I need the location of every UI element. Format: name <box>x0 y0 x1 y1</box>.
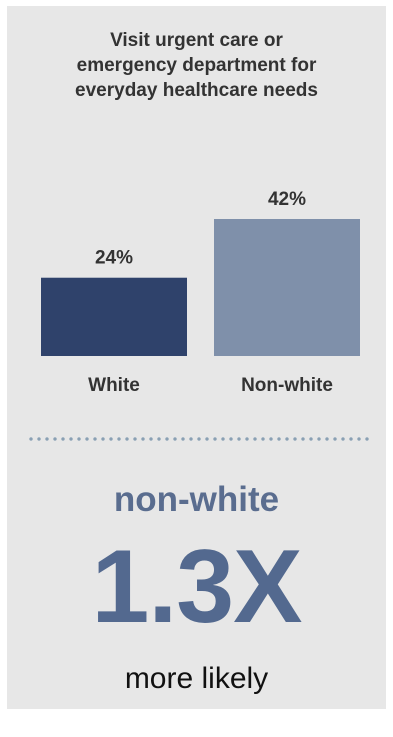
highlight-multiplier: 1.3X <box>91 529 303 645</box>
infographic-panel: Visit urgent care or emergency departmen… <box>7 6 386 709</box>
bar-chart: 24% White 42% Non-white <box>41 189 360 396</box>
chart-title-line: Visit urgent care or <box>110 30 283 51</box>
chart-title-line: everyday healthcare needs <box>75 80 318 101</box>
category-label: White <box>88 375 140 396</box>
bar-value-label: 24% <box>95 248 133 269</box>
highlight-caption: more likely <box>124 662 269 695</box>
chart-title: Visit urgent care or emergency departmen… <box>7 28 386 103</box>
highlight-group-label: non-white <box>113 480 280 519</box>
bar-non-white <box>214 219 360 356</box>
bar-value-label: 42% <box>268 189 306 210</box>
chart-title-line: emergency department for <box>76 55 317 76</box>
dotted-divider <box>27 437 369 441</box>
category-label: Non-white <box>241 375 333 396</box>
bar-white <box>41 277 187 356</box>
